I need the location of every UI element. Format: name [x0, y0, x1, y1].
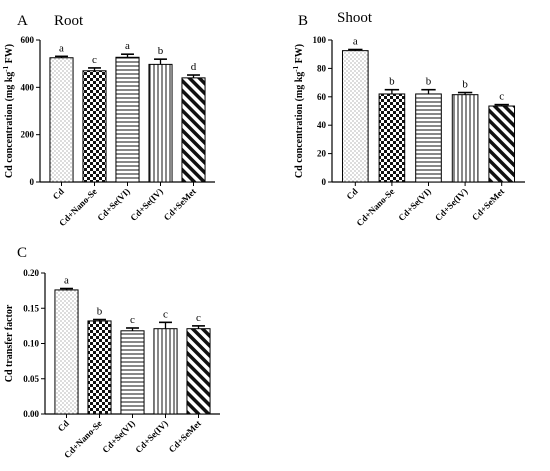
- category-label: Cd+Se(VI): [100, 418, 137, 455]
- significance-letter: d: [191, 61, 197, 73]
- y-tick-label: 0.10: [23, 339, 39, 349]
- y-axis-label-b: Cd concentration (mg kg-1 FW): [292, 44, 305, 178]
- bar-c-2: [120, 330, 145, 415]
- panel-title-b: Shoot: [337, 10, 373, 26]
- significance-letter: c: [499, 91, 504, 103]
- category-label: Cd+Nano-Se: [354, 186, 396, 228]
- y-axis-label-a: Cd concentration (mg kg-1 FW): [2, 44, 15, 178]
- y-tick-label: 20: [317, 149, 327, 159]
- significance-letter: c: [130, 314, 135, 326]
- significance-letter: b: [97, 306, 103, 318]
- plot-area-a: 0 200 400 600 Cd concentration (mg kg-1 FW) a…: [2, 35, 215, 228]
- significance-letter: b: [389, 76, 395, 88]
- y-tick-label: 400: [21, 82, 35, 92]
- y-tick-label: 100: [313, 35, 327, 45]
- category-label: Cd+SeMet: [470, 186, 506, 222]
- y-tick-label: 0.15: [23, 303, 39, 313]
- bar-b-2: [415, 93, 442, 183]
- y-tick-label: 600: [21, 35, 35, 45]
- significance-letter: a: [64, 275, 69, 287]
- y-tick-label: 60: [317, 92, 327, 102]
- category-label: Cd+Se(VI): [95, 186, 132, 223]
- y-tick-label: 0.05: [23, 374, 39, 384]
- y-tick-label: 200: [21, 130, 35, 140]
- category-label: Cd: [345, 186, 360, 201]
- significance-letter: a: [59, 42, 64, 54]
- panel-title-a: Root: [54, 13, 84, 29]
- significance-letter: b: [462, 79, 468, 91]
- bar-c-0: [54, 289, 79, 415]
- bar-a-1: [82, 70, 107, 183]
- category-label: Cd: [51, 186, 66, 201]
- bar-a-0: [49, 57, 74, 183]
- y-tick-label: 0.00: [23, 409, 39, 419]
- panel-letter-a: A: [17, 13, 28, 29]
- panel-c: C 0.00 0.05 0.10 0.15 0.20 Cd transfer factor…: [4, 245, 220, 460]
- y-tick-label: 80: [317, 63, 327, 73]
- category-label: Cd+Se(VI): [396, 186, 433, 223]
- significance-letter: a: [125, 40, 130, 52]
- bar-a-3: [148, 63, 173, 183]
- panel-letter-b: B: [298, 13, 308, 29]
- bar-c-4: [186, 328, 211, 415]
- bar-c-3: [153, 328, 178, 415]
- significance-letter: b: [426, 76, 432, 88]
- bar-b-0: [341, 50, 369, 183]
- bar-a-4: [181, 77, 206, 183]
- y-tick-label: 40: [317, 120, 327, 130]
- plot-area-b: 0 20 40 60 80 100 Cd concentration (mg kg-1 FW…: [292, 35, 525, 228]
- category-label: Cd+SeMet: [167, 418, 203, 454]
- category-label: Cd+Se(IV): [433, 186, 470, 223]
- bar-b-3: [451, 94, 479, 183]
- significance-letter: a: [353, 36, 358, 48]
- y-tick-label: 0: [322, 177, 327, 187]
- panel-letter-c: C: [17, 245, 27, 261]
- bar-b-1: [378, 93, 406, 183]
- bar-a-2: [115, 56, 140, 183]
- bar-c-1: [87, 320, 112, 415]
- panel-a: A Root 0 200 400 600 Cd concentration (mg kg…: [2, 13, 215, 228]
- panel-b: B Shoot 0 20 40 60 80 100 Cd concentration (mg…: [292, 10, 525, 228]
- category-label: Cd: [56, 418, 71, 433]
- significance-letter: c: [196, 312, 201, 324]
- category-label: Cd+Se(IV): [133, 418, 170, 455]
- plot-area-c: 0.00 0.05 0.10 0.15 0.20 Cd transfer factor a C…: [4, 268, 220, 460]
- y-tick-label: 0.20: [23, 268, 39, 278]
- y-axis-label-c: Cd transfer factor: [4, 304, 15, 382]
- significance-letter: b: [158, 45, 164, 57]
- bar-b-4: [488, 105, 516, 183]
- significance-letter: c: [163, 308, 168, 320]
- y-tick-label: 0: [30, 177, 35, 187]
- category-label: Cd+SeMet: [162, 186, 198, 222]
- significance-letter: c: [92, 54, 97, 66]
- category-label: Cd+Se(IV): [128, 186, 165, 223]
